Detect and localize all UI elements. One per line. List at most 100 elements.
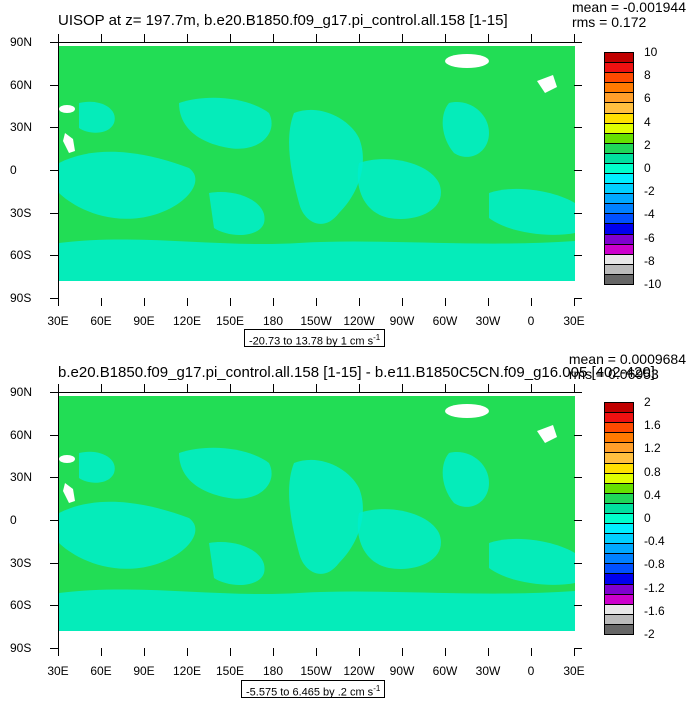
lon-tick bbox=[445, 384, 446, 392]
lat-tick-label: 0 bbox=[10, 163, 17, 177]
lon-tick bbox=[58, 34, 59, 42]
lon-tick-label: 60E bbox=[90, 664, 112, 678]
colorbar-label: 2 bbox=[644, 137, 651, 152]
lon-tick-label: 30W bbox=[475, 664, 501, 678]
ocean-region bbox=[209, 192, 265, 235]
rms-value: rms = 0.172 bbox=[571, 14, 647, 30]
colorbar-label: 0 bbox=[644, 511, 651, 525]
lon-tick-label: 150W bbox=[300, 664, 332, 678]
lat-tick bbox=[50, 127, 58, 129]
lon-tick bbox=[445, 298, 446, 306]
colorbar-label: 2 bbox=[644, 395, 651, 409]
lon-tick-label: 180 bbox=[262, 664, 284, 678]
plot-title: UISOP at z= 197.7m, b.e20.B1850.f09_g17.… bbox=[58, 12, 508, 29]
stats-box: mean = -0.001944 rms = 0.172 bbox=[572, 0, 686, 30]
lon-tick-label: 0 bbox=[527, 664, 535, 678]
lat-tick bbox=[574, 562, 582, 564]
colorbar-label: 0 bbox=[644, 161, 651, 175]
lon-tick-label: 150E bbox=[215, 664, 245, 678]
stats-box: mean = 0.0009684 rms = 0.06953 bbox=[569, 352, 686, 382]
lat-tick-label: 90N bbox=[10, 35, 33, 49]
lat-tick bbox=[574, 212, 582, 214]
lon-tick bbox=[273, 648, 274, 656]
lat-tick bbox=[50, 434, 58, 436]
lat-tick bbox=[574, 392, 582, 393]
ocean-region bbox=[289, 109, 363, 224]
lat-tick-label: 30N bbox=[10, 120, 33, 135]
lon-tick-label: 30E bbox=[47, 314, 69, 328]
lat-tick bbox=[574, 648, 582, 649]
missing-data-island bbox=[63, 483, 75, 503]
lon-tick bbox=[316, 384, 317, 392]
ocean-region bbox=[442, 102, 489, 157]
ocean-region bbox=[59, 501, 196, 569]
lon-tick bbox=[574, 384, 575, 392]
colorbar-label: 0.8 bbox=[644, 464, 661, 479]
lon-tick bbox=[144, 298, 145, 306]
map-plot bbox=[58, 42, 575, 299]
lat-tick bbox=[50, 477, 58, 479]
ocean-region bbox=[179, 97, 272, 149]
ocean-region bbox=[357, 509, 441, 569]
contour-range-label: -5.575 to 6.465 by .2 cm s-1 bbox=[241, 680, 386, 699]
lat-tick bbox=[50, 255, 58, 257]
lon-tick bbox=[359, 298, 360, 306]
lon-tick bbox=[58, 648, 59, 656]
lon-tick-label: 60E bbox=[90, 314, 112, 328]
lon-tick bbox=[144, 648, 145, 656]
lon-tick bbox=[359, 384, 360, 392]
lat-tick bbox=[50, 84, 58, 86]
lon-tick bbox=[230, 648, 231, 656]
missing-data-north bbox=[59, 393, 575, 396]
missing-data-arctic bbox=[445, 404, 489, 418]
lat-tick bbox=[50, 648, 58, 649]
lon-tick-label: 120E bbox=[172, 314, 202, 328]
lat-tick bbox=[50, 605, 58, 607]
rms-value: rms = 0.06953 bbox=[568, 366, 659, 382]
missing-data-island bbox=[63, 133, 75, 153]
lon-tick bbox=[58, 384, 59, 392]
lat-tick bbox=[574, 255, 582, 257]
lat-tick-label: 90N bbox=[10, 385, 33, 399]
lon-tick bbox=[316, 298, 317, 306]
ocean-region bbox=[79, 101, 115, 133]
colorbar-label: -4 bbox=[644, 207, 655, 222]
lon-tick bbox=[402, 384, 403, 392]
lon-tick-label: 120W bbox=[343, 314, 375, 328]
lon-tick-label: 90W bbox=[389, 664, 415, 678]
lon-tick bbox=[316, 34, 317, 42]
lon-tick bbox=[488, 298, 489, 306]
lon-tick bbox=[58, 298, 59, 306]
lat-tick bbox=[574, 298, 582, 299]
colorbar-label: -0.4 bbox=[644, 534, 665, 549]
lat-tick bbox=[50, 42, 58, 43]
ocean-region bbox=[59, 239, 575, 281]
lon-tick bbox=[445, 648, 446, 656]
range-text: -20.73 to 13.78 by 1 cm s bbox=[249, 335, 374, 348]
lon-tick bbox=[402, 648, 403, 656]
missing-data-west bbox=[59, 105, 75, 113]
panel-bottom: b.e20.B1850.f09_g17.pi_control.all.158 [… bbox=[0, 350, 700, 700]
colorbar-label: -10 bbox=[644, 277, 662, 291]
lat-tick-label: 0 bbox=[10, 513, 17, 527]
ocean-region bbox=[59, 151, 196, 219]
ocean-region bbox=[79, 451, 115, 483]
lon-tick-label: 90E bbox=[133, 664, 155, 678]
lat-tick bbox=[50, 392, 58, 393]
lon-tick bbox=[273, 384, 274, 392]
lon-tick-label: 0 bbox=[527, 314, 535, 328]
lon-tick bbox=[531, 34, 532, 42]
range-text: -5.575 to 6.465 by .2 cm s bbox=[246, 686, 374, 699]
lon-tick bbox=[230, 34, 231, 42]
colorbar-label: 1.6 bbox=[644, 418, 661, 433]
lon-tick bbox=[144, 384, 145, 392]
colorbar-swatch bbox=[604, 273, 634, 285]
colorbar-label: -2 bbox=[644, 627, 655, 641]
colorbar-label: 6 bbox=[644, 91, 651, 106]
lon-tick-label: 30W bbox=[475, 314, 501, 328]
lon-tick bbox=[187, 384, 188, 392]
colorbar-label: 10 bbox=[644, 45, 658, 59]
lat-tick bbox=[50, 170, 58, 171]
range-unit-exponent: -1 bbox=[373, 684, 381, 693]
lon-tick bbox=[359, 648, 360, 656]
